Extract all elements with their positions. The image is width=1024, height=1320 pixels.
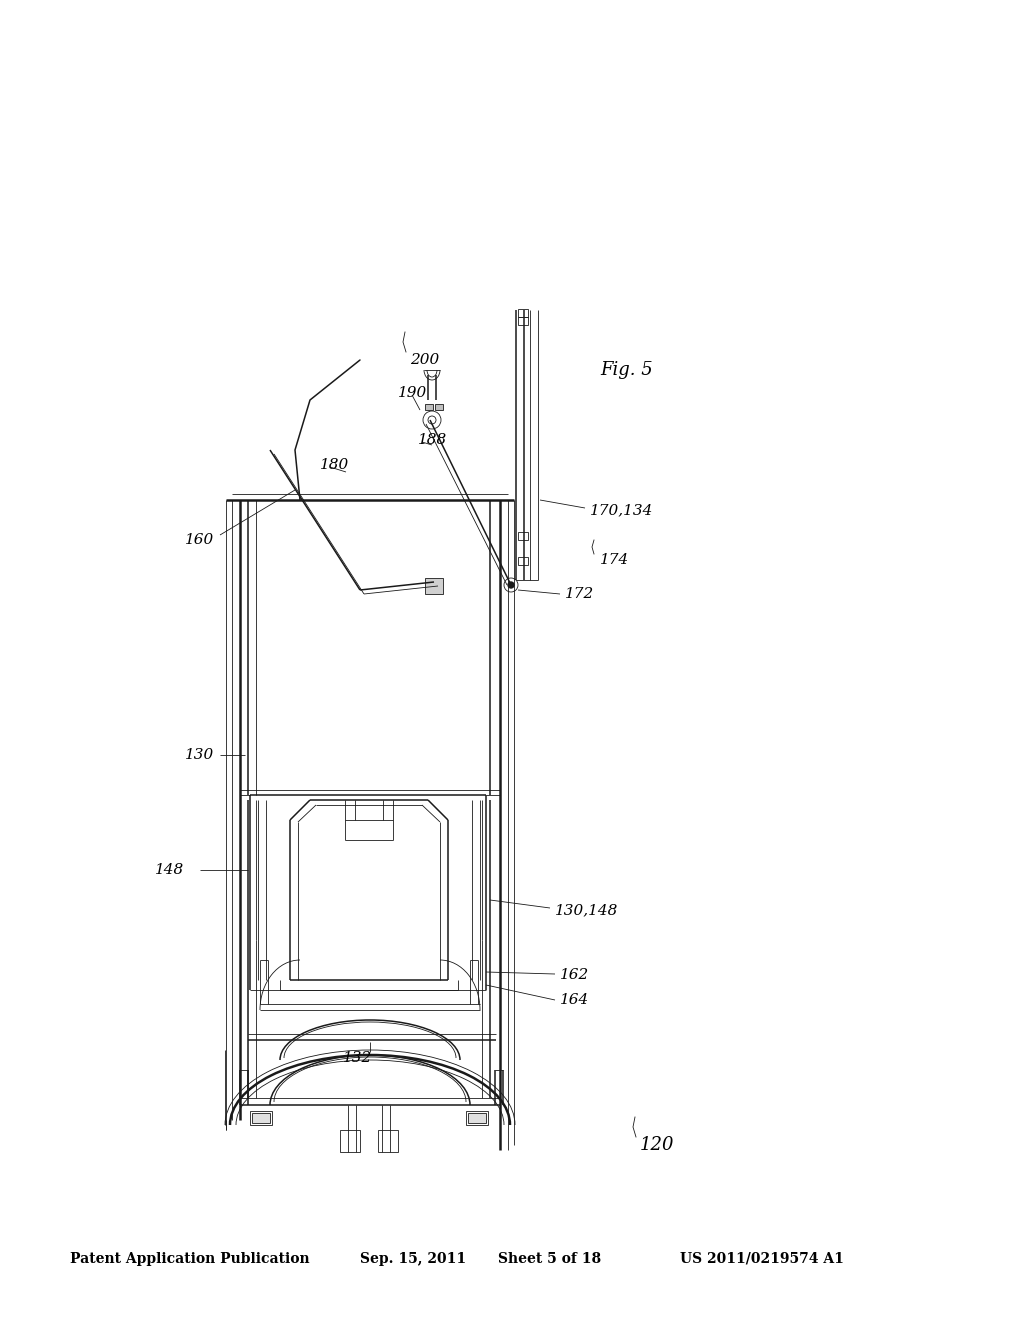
Text: 148: 148 xyxy=(155,863,184,876)
Bar xyxy=(518,532,528,540)
Text: Fig. 5: Fig. 5 xyxy=(600,360,652,379)
Text: 160: 160 xyxy=(185,533,214,546)
Text: 180: 180 xyxy=(319,458,349,473)
Bar xyxy=(378,1130,398,1152)
Bar xyxy=(518,317,528,325)
Bar xyxy=(468,1113,486,1123)
Text: 164: 164 xyxy=(560,993,589,1007)
Text: 162: 162 xyxy=(560,968,589,982)
Circle shape xyxy=(508,582,514,587)
Bar xyxy=(340,1130,360,1152)
Text: Sep. 15, 2011: Sep. 15, 2011 xyxy=(360,1251,466,1266)
Text: 174: 174 xyxy=(600,553,630,568)
Bar xyxy=(518,309,528,317)
Text: 132: 132 xyxy=(343,1051,373,1065)
Bar xyxy=(518,557,528,565)
Text: 130: 130 xyxy=(185,748,214,762)
Text: 172: 172 xyxy=(565,587,594,601)
Bar xyxy=(250,1111,272,1125)
Bar xyxy=(252,1113,270,1123)
Text: 190: 190 xyxy=(398,385,427,400)
Text: 120: 120 xyxy=(640,1137,675,1154)
Bar xyxy=(425,578,443,594)
Bar xyxy=(466,1111,488,1125)
Bar xyxy=(425,404,433,411)
Text: Sheet 5 of 18: Sheet 5 of 18 xyxy=(498,1251,601,1266)
Text: US 2011/0219574 A1: US 2011/0219574 A1 xyxy=(680,1251,844,1266)
Text: 170,134: 170,134 xyxy=(590,503,653,517)
Text: Patent Application Publication: Patent Application Publication xyxy=(70,1251,309,1266)
Text: 130,148: 130,148 xyxy=(555,903,618,917)
Text: 188: 188 xyxy=(418,433,447,447)
Text: 200: 200 xyxy=(410,352,439,367)
Bar xyxy=(435,404,443,411)
